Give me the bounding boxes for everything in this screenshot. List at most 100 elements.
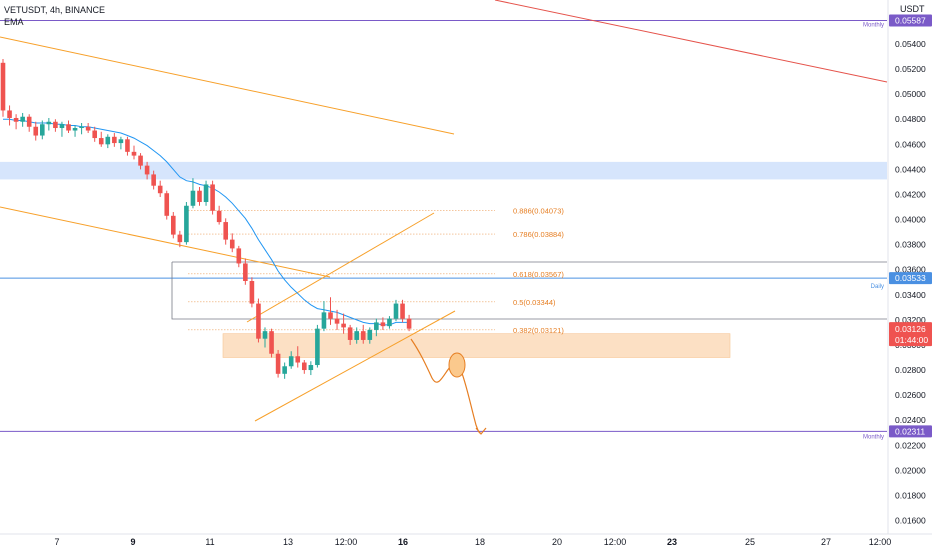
candle-up xyxy=(46,121,52,125)
candle-down xyxy=(66,124,71,131)
x-tick-label: 13 xyxy=(283,537,293,547)
price-axis[interactable] xyxy=(888,0,932,534)
candle-down xyxy=(380,322,386,327)
candle-down xyxy=(360,331,366,340)
candle-up xyxy=(203,184,209,203)
candle-down xyxy=(151,174,156,186)
candle-up xyxy=(20,116,25,122)
price-badge xyxy=(889,272,932,285)
candle-up xyxy=(184,205,189,243)
candle-down xyxy=(125,139,130,152)
y-tick-label: 0.02000 xyxy=(895,465,926,475)
candle-up xyxy=(315,328,320,366)
currency-label[interactable]: USDT xyxy=(900,4,925,14)
y-tick-label: 0.02400 xyxy=(895,415,926,425)
candle-up xyxy=(367,329,373,340)
y-tick-label: 0.02600 xyxy=(895,390,926,400)
price-badge-label: 0.03126 xyxy=(895,324,926,334)
price-badge xyxy=(889,322,932,347)
x-tick-label: 23 xyxy=(667,537,677,547)
candle-down xyxy=(223,222,228,240)
candle-up xyxy=(387,318,392,327)
fib-level-label: 0.5(0.03344) xyxy=(513,298,556,307)
y-tick-label: 0.04600 xyxy=(895,139,926,149)
ema-line xyxy=(3,118,410,326)
candle-up xyxy=(190,190,196,206)
fib-level-label: 0.382(0.03121) xyxy=(513,326,564,335)
x-tick-label: 9 xyxy=(130,537,135,547)
y-tick-label: 0.05400 xyxy=(895,39,926,49)
y-tick-label: 0.02200 xyxy=(895,440,926,450)
candle-down xyxy=(164,193,170,216)
candle-down xyxy=(347,327,353,340)
candle-down xyxy=(98,138,104,145)
candle-down xyxy=(269,331,274,354)
candle-up xyxy=(79,126,84,129)
candle-down xyxy=(334,318,340,324)
candle-down xyxy=(171,215,176,235)
y-tick-label: 0.01800 xyxy=(895,490,926,500)
candle-down xyxy=(249,281,255,304)
candle-down xyxy=(53,121,58,129)
candle-down xyxy=(157,185,163,194)
orange-descending-line-mid xyxy=(0,206,331,278)
candle-down xyxy=(243,263,248,282)
x-tick-label: 7 xyxy=(54,537,59,547)
candle-down xyxy=(302,362,307,371)
red-trendline xyxy=(494,0,888,83)
candle-down xyxy=(406,318,412,329)
candle-down xyxy=(26,116,32,127)
x-tick-label: 12:00 xyxy=(335,537,358,547)
price-badge xyxy=(889,425,932,438)
range-box xyxy=(171,261,887,320)
orange-channel-lower xyxy=(254,310,456,422)
x-tick-label: 18 xyxy=(475,537,485,547)
y-tick-label: 0.03600 xyxy=(895,265,926,275)
symbol-title: VETUSDT, 4h, BINANCE xyxy=(4,5,106,15)
candle-down xyxy=(144,165,150,175)
candle-down xyxy=(229,239,235,249)
candle-down xyxy=(341,323,346,328)
fib-level-label: 0.886(0.04073) xyxy=(513,206,564,215)
x-tick-label: 20 xyxy=(552,537,562,547)
x-tick-label: 27 xyxy=(821,537,831,547)
candle-down xyxy=(328,312,333,319)
candle-up xyxy=(308,365,314,371)
candle-down xyxy=(400,303,405,319)
candle-up xyxy=(118,139,124,144)
candle-down xyxy=(275,353,281,374)
candle-down xyxy=(13,117,19,122)
candle-down xyxy=(295,356,301,363)
x-tick-label: 25 xyxy=(745,537,755,547)
y-tick-label: 0.04200 xyxy=(895,189,926,199)
x-tick-label: 16 xyxy=(398,537,408,547)
y-tick-label: 0.04800 xyxy=(895,114,926,124)
fib-level-label: 0.618(0.03567) xyxy=(513,270,564,279)
candle-up xyxy=(262,331,268,339)
candle-down xyxy=(85,126,91,131)
candle-up xyxy=(374,322,379,330)
x-tick-label: 12:00 xyxy=(869,537,892,547)
y-tick-label: 0.04000 xyxy=(895,215,926,225)
orange-channel-upper xyxy=(246,212,435,323)
projection-circle xyxy=(448,352,466,378)
candle-up xyxy=(288,356,294,367)
candle-down xyxy=(131,151,137,156)
candle-down xyxy=(216,210,222,223)
candle-down xyxy=(138,155,143,166)
price-badge-label: 0.02311 xyxy=(895,426,925,436)
support-zone xyxy=(222,333,731,358)
candle-down xyxy=(33,126,39,136)
price-badge xyxy=(889,14,932,27)
fib-level-label: 0.786(0.03884) xyxy=(513,230,564,239)
level-tag: Monthly xyxy=(863,23,884,29)
y-tick-label: 0.04400 xyxy=(895,164,926,174)
candle-up xyxy=(59,124,65,129)
y-tick-label: 0.02800 xyxy=(895,365,926,375)
y-tick-label: 0.05200 xyxy=(895,64,926,74)
y-tick-label: 0.05000 xyxy=(895,89,926,99)
y-tick-label: 0.03800 xyxy=(895,240,926,250)
candle-up xyxy=(282,366,287,374)
